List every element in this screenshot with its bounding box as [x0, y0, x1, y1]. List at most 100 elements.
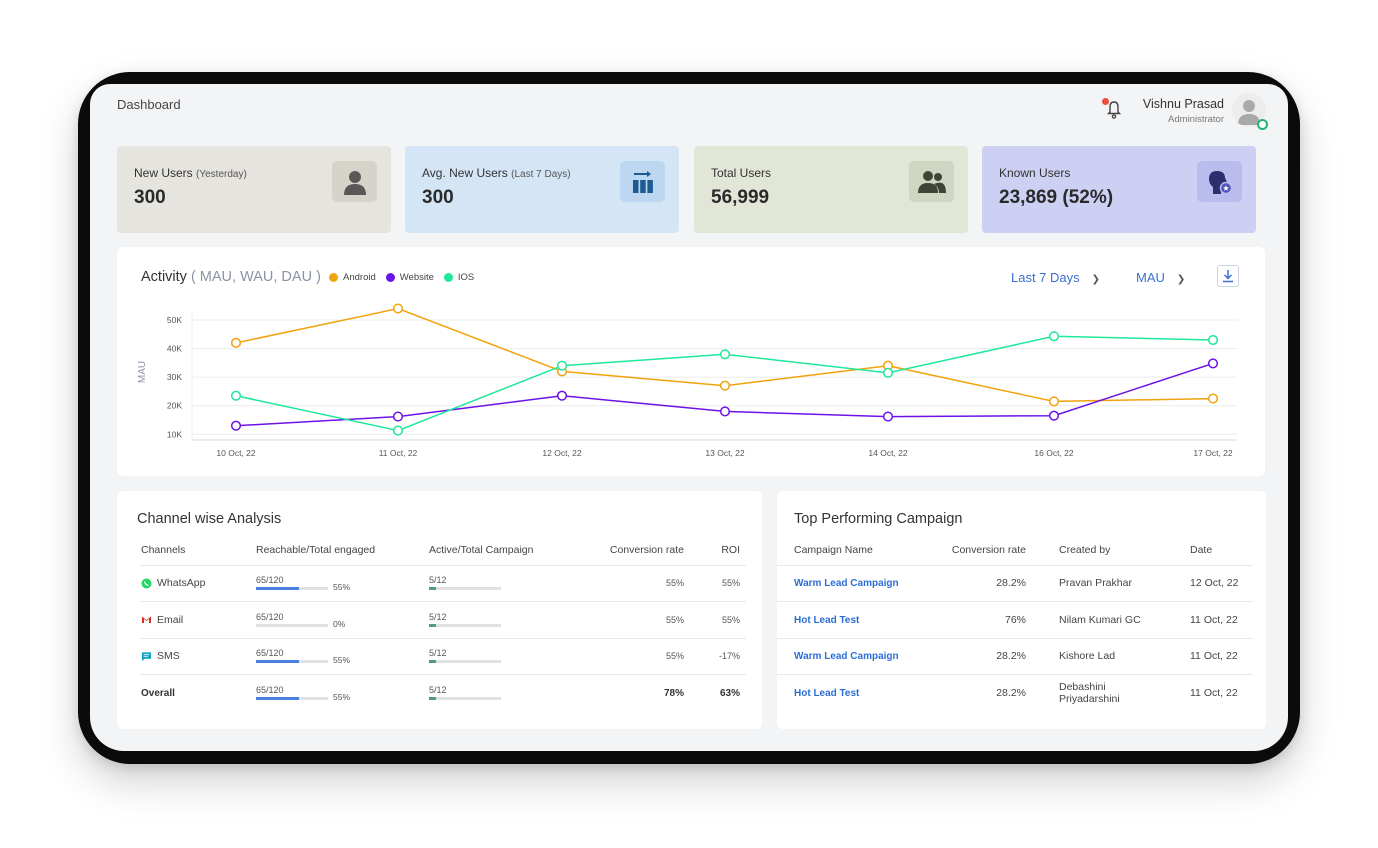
campaign-link[interactable]: Hot Lead Test [794, 688, 860, 699]
data-point-website[interactable] [1048, 410, 1060, 421]
channel-name: Email [157, 613, 184, 626]
download-icon [1223, 270, 1233, 283]
campaign-date: 11 Oct, 22 [1163, 601, 1253, 638]
data-point-ios[interactable] [230, 390, 242, 401]
column-header: Channels [141, 543, 186, 556]
y-tick-label: 50K [167, 315, 182, 325]
data-point-ios[interactable] [719, 349, 731, 360]
notification-bell-icon[interactable] [1102, 97, 1126, 121]
campaign-creator: Pravan Prakhar [1026, 564, 1163, 602]
campaign-progress: 5/12 [429, 683, 577, 703]
data-point-ios[interactable] [1207, 334, 1219, 346]
campaign-date: 11 Oct, 22 [1163, 637, 1253, 675]
data-point-website[interactable] [230, 420, 242, 431]
metric-dropdown[interactable]: MAU ❯ [1136, 270, 1185, 285]
conversion-rate: 55% [577, 637, 684, 675]
reach-bar-fill [256, 660, 300, 664]
stat-card-avg-new-users[interactable]: Avg. New Users (Last 7 Days) 300 [405, 146, 679, 233]
data-point-android[interactable] [1207, 393, 1219, 404]
data-point-website[interactable] [882, 411, 894, 422]
data-point-android[interactable] [392, 303, 404, 314]
table-row[interactable]: WhatsApp 65/120 55% 5/12 55% 55% [140, 564, 746, 602]
data-point-website[interactable] [1207, 358, 1219, 369]
date-range-value: Last 7 Days [1011, 270, 1080, 285]
stat-card-new-users[interactable]: New Users (Yesterday) 300 [117, 146, 391, 233]
table-row[interactable]: Hot Lead Test 76% Nilam Kumari GC 11 Oct, 2… [777, 601, 1253, 638]
reach-percent: 55% [333, 655, 351, 666]
campaign-link[interactable]: Warm Lead Campaign [794, 651, 899, 663]
table-row[interactable]: Warm Lead Campaign 28.2% Kishore Lad 11 Oct… [777, 637, 1253, 675]
legend-item-website[interactable]: Website [385, 272, 434, 283]
campaign-progress: 5/12 [429, 610, 577, 630]
top-campaign-panel: Top Performing Campaign Campaign Name Co… [777, 491, 1266, 729]
legend-dot [443, 273, 453, 282]
stat-value: 300 [422, 187, 454, 208]
data-point-android[interactable] [719, 380, 731, 391]
campaign-date: 11 Oct, 22 [1163, 674, 1253, 711]
column-header: Date [1190, 543, 1213, 556]
reach-count: 65/120 [256, 611, 284, 622]
campaign-link[interactable]: Hot Lead Test [794, 614, 860, 626]
stat-card-total-users[interactable]: Total Users 56,999 [694, 146, 968, 233]
stat-value: 300 [134, 187, 166, 208]
campaign-count: 5/12 [429, 575, 447, 586]
table-row[interactable]: SMS 65/120 55% 5/12 55% -17% [140, 637, 746, 675]
campaign-conversion-rate: 28.2% [929, 564, 1026, 602]
date-range-dropdown[interactable]: Last 7 Days ❯ [1011, 270, 1100, 285]
table-row[interactable]: Overall 65/120 55% 5/12 78% 63% [140, 674, 746, 711]
user-name[interactable]: Vishnu Prasad [1142, 97, 1224, 111]
campaign-creator: Nilam Kumari GC [1026, 601, 1163, 638]
conversion-rate: 78% [577, 674, 684, 711]
channel-table: Channels Reachable/Total engaged Active/… [140, 535, 746, 711]
campaign-count: 5/12 [429, 685, 447, 695]
data-point-ios[interactable] [392, 425, 404, 436]
x-tick-label: 12 Oct, 22 [542, 448, 581, 458]
stat-sublabel: (Last 7 Days) [511, 169, 571, 180]
data-point-website[interactable] [719, 406, 731, 417]
known-user-icon [1197, 161, 1242, 202]
dashboard-screen: Dashboard Vishnu Prasad Administrator Ne… [90, 84, 1288, 751]
table-row[interactable]: Hot Lead Test 28.2% Debashini Priyadarshin… [777, 674, 1253, 711]
column-header: Conversion rate [609, 543, 684, 556]
reach-progress: 65/120 55% [256, 646, 429, 666]
reach-count: 65/120 [256, 685, 284, 695]
legend-label: Android [343, 272, 376, 283]
table-row[interactable]: Warm Lead Campaign 28.2% Pravan Prakhar 12 … [777, 564, 1253, 602]
column-header: Created by [1059, 543, 1111, 556]
conversion-rate: 55% [577, 601, 684, 638]
reach-percent: 55% [333, 692, 351, 702]
data-point-ios[interactable] [882, 367, 894, 378]
chevron-down-icon: ❯ [1091, 274, 1101, 285]
data-point-website[interactable] [392, 411, 404, 422]
campaign-link[interactable]: Warm Lead Campaign [794, 578, 899, 590]
conversion-rate: 55% [577, 564, 684, 602]
y-tick-label: 40K [167, 344, 182, 354]
table-header-row: Channels Reachable/Total engaged Active/… [140, 535, 746, 565]
campaign-date: 12 Oct, 22 [1163, 564, 1253, 602]
legend-item-android[interactable]: Android [329, 272, 376, 283]
stat-sublabel: (Yesterday) [196, 169, 247, 180]
channel-analysis-title: Channel wise Analysis [137, 511, 282, 527]
data-point-ios[interactable] [1048, 331, 1060, 342]
data-point-website[interactable] [556, 390, 568, 401]
chart-legend: Android Website IOS [329, 272, 474, 283]
data-point-ios[interactable] [556, 360, 568, 371]
notification-dot [1102, 98, 1109, 105]
reach-count: 65/120 [256, 575, 284, 586]
reach-progress: 65/120 55% [256, 683, 429, 703]
stat-label: Total Users [711, 166, 772, 180]
legend-item-ios[interactable]: IOS [443, 272, 474, 283]
download-button[interactable] [1217, 265, 1239, 287]
top-campaign-title: Top Performing Campaign [794, 511, 963, 527]
x-tick-label: 13 Oct, 22 [705, 448, 744, 458]
stat-card-known-users[interactable]: Known Users 23,869 (52%) [982, 146, 1256, 233]
top-bar: Dashboard Vishnu Prasad Administrator [117, 93, 1268, 137]
legend-dot [385, 273, 395, 282]
column-header: Campaign Name [794, 543, 873, 556]
data-point-android[interactable] [1048, 396, 1060, 407]
table-row[interactable]: Email 65/120 0% 5/12 55% 55% [140, 601, 746, 638]
user-role: Administrator [1168, 114, 1224, 125]
data-point-android[interactable] [230, 337, 242, 348]
channel-analysis-panel: Channel wise Analysis Channels Reachable… [117, 491, 762, 729]
channel-name: SMS [157, 650, 180, 663]
